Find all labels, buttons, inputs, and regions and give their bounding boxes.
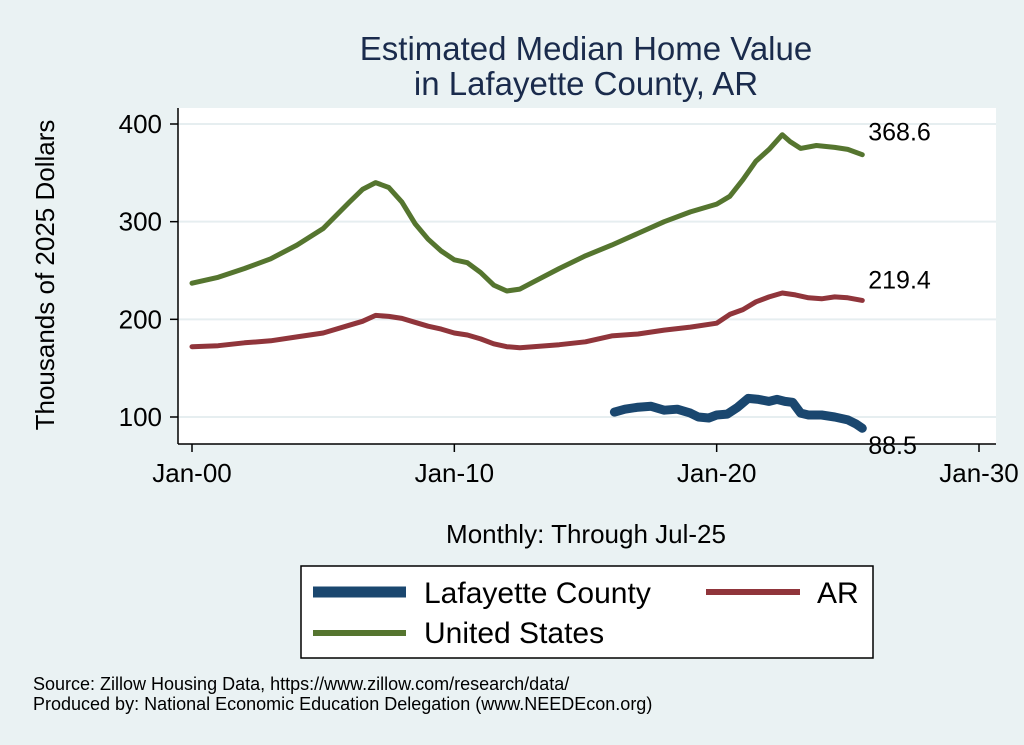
end-label-ar: 219.4	[868, 266, 931, 294]
chart-title-line-1: Estimated Median Home Value	[360, 30, 812, 67]
legend-box	[300, 565, 874, 659]
legend-label-united-states: United States	[424, 617, 604, 650]
series-line-ar	[189, 290, 865, 351]
end-label-lafayette-county: 88.5	[868, 432, 917, 460]
plot-background	[178, 108, 996, 444]
series-line-united-states	[189, 132, 865, 294]
x-axis-label: Monthly: Through Jul-25	[446, 519, 726, 549]
y-tick-label: 100	[119, 402, 162, 432]
series-line-lafayette-county	[609, 393, 867, 433]
plot-area: 100 200 300 400 Jan-00 Jan-10 Jan-20 Jan-30 88…	[119, 108, 1019, 488]
end-label-united-states: 368.6	[868, 119, 931, 147]
y-tick-label: 200	[119, 304, 162, 334]
x-tick-label: Jan-20	[677, 458, 757, 488]
y-tick-label: 400	[119, 109, 162, 139]
legend: Lafayette County AR United States	[300, 565, 874, 659]
producer-note: Produced by: National Economic Education…	[33, 694, 652, 714]
legend-label-lafayette-county: Lafayette County	[424, 577, 651, 610]
x-tick-label: Jan-10	[415, 458, 495, 488]
y-tick-label: 300	[119, 207, 162, 237]
chart-title-line-2: in Lafayette County, AR	[414, 65, 758, 102]
source-note: Source: Zillow Housing Data, https://www…	[33, 674, 569, 694]
y-axis-label: Thousands of 2025 Dollars	[30, 120, 60, 431]
legend-label-ar: AR	[817, 577, 859, 610]
x-tick-label: Jan-00	[152, 458, 232, 488]
x-tick-label: Jan-30	[939, 458, 1019, 488]
